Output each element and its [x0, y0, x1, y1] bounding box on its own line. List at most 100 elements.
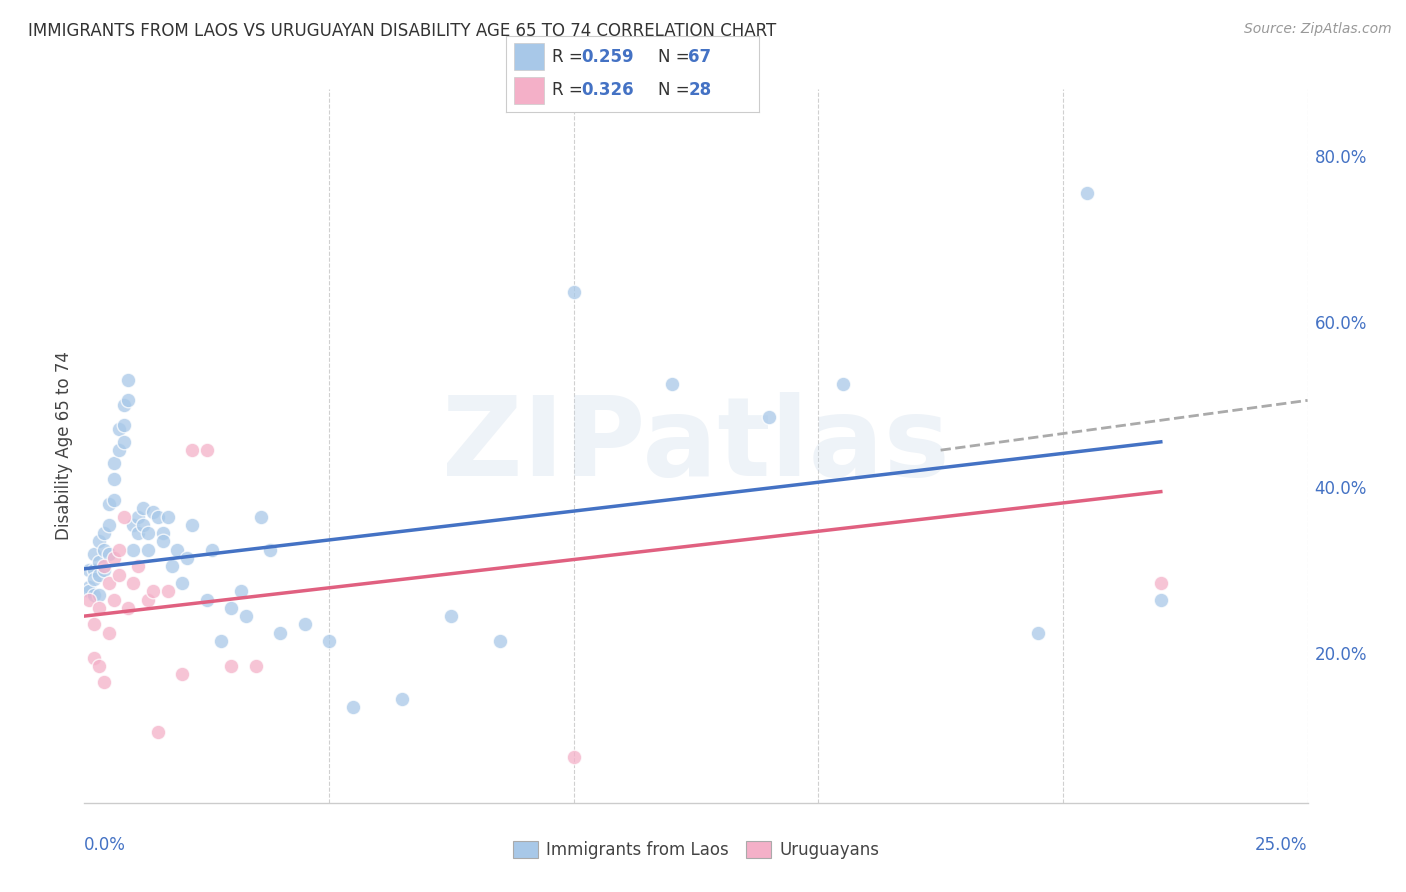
- Point: [103, 592, 125, 607]
- Y-axis label: Disability Age 65 to 74: Disability Age 65 to 74: [55, 351, 73, 541]
- Text: 0.0%: 0.0%: [84, 836, 127, 854]
- Text: 0.326: 0.326: [581, 81, 634, 99]
- Text: 28: 28: [689, 81, 711, 99]
- Point: [152, 526, 174, 541]
- Point: [103, 456, 125, 470]
- Point: [103, 472, 125, 486]
- Point: [83, 547, 105, 561]
- Point: [176, 551, 198, 566]
- Point: [229, 584, 252, 599]
- Point: [97, 575, 120, 590]
- Point: [103, 551, 125, 566]
- Point: [83, 572, 105, 586]
- Point: [172, 575, 194, 590]
- Point: [136, 542, 159, 557]
- Point: [132, 501, 155, 516]
- Text: 67: 67: [689, 48, 711, 66]
- Text: 25.0%: 25.0%: [1256, 836, 1308, 854]
- Point: [132, 517, 155, 532]
- Point: [83, 617, 105, 632]
- Point: [562, 285, 585, 300]
- Point: [122, 517, 145, 532]
- Point: [93, 559, 115, 574]
- Point: [122, 542, 145, 557]
- Point: [127, 559, 149, 574]
- Point: [1076, 186, 1098, 200]
- Point: [93, 675, 115, 690]
- Point: [245, 659, 267, 673]
- Point: [209, 634, 232, 648]
- Point: [181, 443, 204, 458]
- Point: [117, 373, 139, 387]
- Point: [259, 542, 281, 557]
- Point: [87, 600, 110, 615]
- Point: [122, 575, 145, 590]
- Point: [219, 600, 242, 615]
- Point: [127, 526, 149, 541]
- Point: [83, 564, 105, 578]
- Point: [97, 517, 120, 532]
- Point: [77, 564, 100, 578]
- Point: [146, 725, 169, 739]
- Point: [142, 584, 165, 599]
- Point: [152, 534, 174, 549]
- Point: [127, 509, 149, 524]
- Point: [87, 588, 110, 602]
- Point: [758, 409, 780, 424]
- Point: [235, 609, 257, 624]
- Point: [136, 526, 159, 541]
- Point: [77, 580, 100, 594]
- Point: [136, 592, 159, 607]
- Text: R =: R =: [551, 81, 588, 99]
- Point: [87, 555, 110, 569]
- Point: [195, 443, 218, 458]
- Point: [107, 567, 129, 582]
- Point: [107, 542, 129, 557]
- Point: [294, 617, 316, 632]
- Point: [166, 542, 188, 557]
- Point: [440, 609, 463, 624]
- Legend: Immigrants from Laos, Uruguayans: Immigrants from Laos, Uruguayans: [506, 834, 886, 866]
- Point: [117, 393, 139, 408]
- Text: R =: R =: [551, 48, 588, 66]
- Bar: [513, 43, 544, 70]
- Point: [200, 542, 222, 557]
- Point: [195, 592, 218, 607]
- Point: [83, 650, 105, 665]
- Point: [181, 517, 204, 532]
- Point: [112, 509, 135, 524]
- Text: Source: ZipAtlas.com: Source: ZipAtlas.com: [1244, 22, 1392, 37]
- Point: [342, 700, 364, 714]
- Point: [391, 692, 413, 706]
- Point: [162, 559, 184, 574]
- Bar: [513, 78, 544, 104]
- Point: [87, 534, 110, 549]
- Point: [112, 434, 135, 449]
- Point: [112, 418, 135, 433]
- Point: [1150, 575, 1173, 590]
- Point: [103, 492, 125, 507]
- Point: [1028, 625, 1050, 640]
- Text: IMMIGRANTS FROM LAOS VS URUGUAYAN DISABILITY AGE 65 TO 74 CORRELATION CHART: IMMIGRANTS FROM LAOS VS URUGUAYAN DISABI…: [28, 22, 776, 40]
- Point: [172, 667, 194, 681]
- Text: 0.259: 0.259: [581, 48, 634, 66]
- Point: [112, 397, 135, 411]
- Point: [93, 542, 115, 557]
- Point: [156, 584, 179, 599]
- Point: [219, 659, 242, 673]
- Point: [83, 588, 105, 602]
- Point: [142, 505, 165, 519]
- Point: [87, 659, 110, 673]
- Point: [1150, 592, 1173, 607]
- Point: [562, 750, 585, 764]
- Text: N =: N =: [658, 48, 695, 66]
- Text: ZIPatlas: ZIPatlas: [441, 392, 950, 500]
- Point: [249, 509, 271, 524]
- Point: [661, 376, 683, 391]
- Point: [93, 564, 115, 578]
- Text: N =: N =: [658, 81, 695, 99]
- Point: [93, 526, 115, 541]
- Point: [87, 567, 110, 582]
- Point: [269, 625, 291, 640]
- Point: [831, 376, 853, 391]
